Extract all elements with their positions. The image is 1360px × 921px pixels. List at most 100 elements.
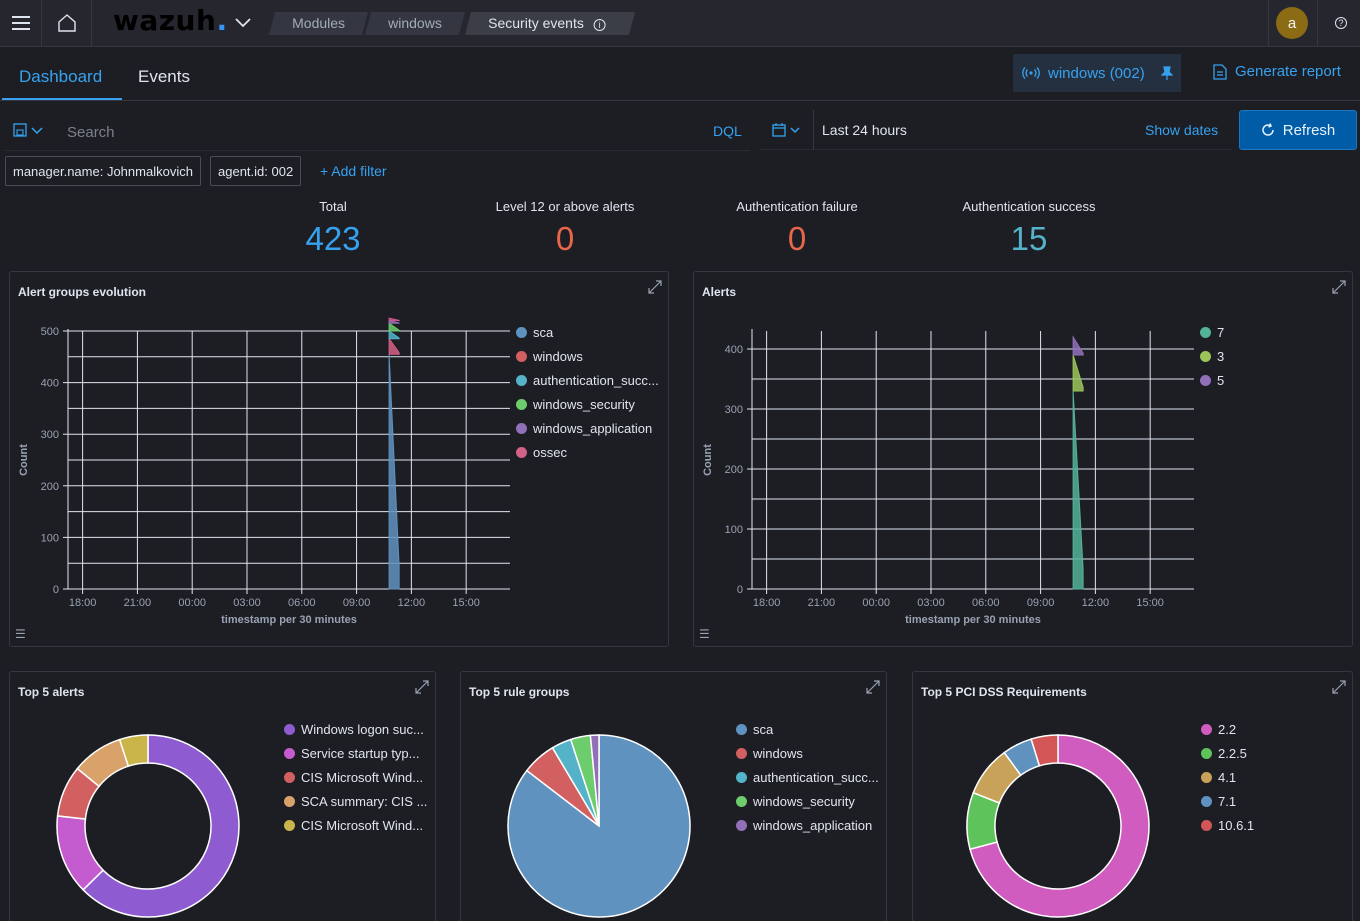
legend-item[interactable]: windows [516,344,659,368]
legend-item[interactable]: sca [736,717,879,741]
legend-swatch [284,771,295,783]
x-tick-label: 06:00 [288,597,316,609]
dql-toggle[interactable]: DQL [713,123,742,139]
panel-title: Alerts [702,285,737,299]
metric-value[interactable]: 0 [787,220,807,257]
pie-slice[interactable] [118,734,149,768]
expand-icon[interactable] [1332,680,1346,694]
legend-item[interactable]: windows_application [736,813,879,837]
y-tick-label: 200 [41,481,59,493]
help-button[interactable]: ? [1322,0,1360,46]
panel-title: Top 5 PCI DSS Requirements [921,685,1087,699]
breadcrumb-modules[interactable]: Modules [268,12,369,35]
area-series[interactable] [388,330,400,340]
generate-report-button[interactable]: Generate report [1213,63,1341,80]
pie-slice[interactable] [969,734,1150,918]
metric-value[interactable]: 15 [1010,220,1048,257]
legend-item[interactable]: authentication_succ... [516,368,659,392]
area-chart-alerts[interactable]: 0 100 200 300 400 18:00 21:00 00:00 03:00 06:00 09… [694,312,1194,642]
legend-label: authentication_succ... [533,372,659,388]
wazuh-logo[interactable]: wazuh. [113,4,228,37]
area-series[interactable] [1072,335,1084,356]
legend-item[interactable]: 3 [1200,344,1224,368]
area-series[interactable] [388,322,400,332]
legend-swatch [284,723,295,735]
breadcrumb-windows[interactable]: windows [364,12,465,35]
legend-item[interactable]: Windows logon suc... [284,717,427,741]
info-icon[interactable]: i [593,19,606,31]
legend-item[interactable]: CIS Microsoft Wind... [284,813,427,837]
legend-item[interactable]: ossec [516,440,659,464]
area-series[interactable] [1072,354,1084,392]
legend-item[interactable]: sca [516,320,659,344]
area-series[interactable] [388,317,400,322]
legend-label: windows_security [533,396,635,412]
expand-icon[interactable] [415,680,429,694]
refresh-button[interactable]: Refresh [1239,110,1357,150]
pie-slice[interactable] [82,734,240,918]
legend-label: 2.2 [1218,721,1237,737]
area-series[interactable] [388,320,400,324]
date-range-text[interactable]: Last 24 hours [822,122,907,138]
home-button[interactable] [42,0,92,46]
x-tick-label: 21:00 [808,597,836,609]
legend-item[interactable]: 2.2.5 [1201,741,1254,765]
area-series[interactable] [388,354,400,590]
agent-chip-label: windows (002) [1048,64,1145,82]
legend-toggle-icon[interactable]: ☰ [15,627,26,641]
expand-icon[interactable] [648,280,662,294]
legend-item[interactable]: 7.1 [1201,789,1254,813]
y-axis-title: Count [702,444,714,476]
metric-value[interactable]: 423 [305,220,361,257]
legend-item[interactable]: windows_security [736,789,879,813]
search-input[interactable] [67,113,687,151]
legend-item[interactable]: windows_application [516,416,659,440]
pin-icon[interactable] [1160,66,1173,80]
chart-legend: Windows logon suc... Service startup typ.… [284,717,427,837]
legend-item[interactable]: 10.6.1 [1201,813,1254,837]
legend-label: 7.1 [1218,793,1237,809]
legend-item[interactable]: windows [736,741,879,765]
legend-item[interactable]: authentication_succ... [736,765,879,789]
date-quick-menu[interactable] [760,110,814,150]
legend-item[interactable]: windows_security [516,392,659,416]
panel-top5-pci-dss: Top 5 PCI DSS Requirements 2.2 2.2.5 4.1 7.… [912,671,1353,921]
donut-chart-top5-alerts[interactable] [10,672,270,921]
legend-label: CIS Microsoft Wind... [301,817,424,833]
panel-title: Top 5 alerts [18,685,85,699]
saved-queries-button[interactable] [13,123,43,140]
legend-item[interactable]: 4.1 [1201,765,1254,789]
legend-item[interactable]: CIS Microsoft Wind... [284,765,427,789]
pie-slice[interactable] [589,734,600,827]
metric-value[interactable]: 0 [555,220,575,257]
tab-events[interactable]: Events [138,67,190,86]
legend-item[interactable]: SCA summary: CIS ... [284,789,427,813]
legend-item[interactable]: Service startup typ... [284,741,427,765]
x-tick-label: 15:00 [1136,597,1164,609]
avatar[interactable]: a [1276,7,1308,39]
legend-swatch [736,819,747,831]
app-switcher[interactable] [222,0,264,46]
legend-item[interactable]: 7 [1200,320,1224,344]
expand-icon[interactable] [1332,280,1346,294]
legend-label: sca [533,324,554,340]
expand-icon[interactable] [866,680,880,694]
legend-item[interactable]: 5 [1200,368,1224,392]
area-series[interactable] [1072,390,1084,590]
donut-chart-top5-pci[interactable] [913,672,1193,921]
legend-item[interactable]: 2.2 [1201,717,1254,741]
legend-swatch [1201,723,1212,735]
area-chart-alert-groups[interactable]: 0 100 200 300 400 500 18:00 21:00 00:00 03:00 06:0… [10,312,510,642]
area-series[interactable] [388,337,400,355]
legend-swatch [736,747,747,759]
show-dates-link[interactable]: Show dates [1145,122,1219,138]
pie-slice[interactable] [1030,734,1059,767]
filter-pill-manager[interactable]: manager.name: Johnmalkovich [5,156,201,186]
add-filter-button[interactable]: + Add filter [320,163,387,179]
menu-toggle[interactable] [0,0,42,46]
tab-dashboard[interactable]: Dashboard [19,67,103,86]
agent-selector[interactable]: windows (002) [1013,54,1181,92]
filter-pill-agent[interactable]: agent.id: 002 [210,156,302,186]
legend-toggle-icon[interactable]: ☰ [699,627,710,641]
pie-chart-top5-rule-groups[interactable] [461,672,731,921]
